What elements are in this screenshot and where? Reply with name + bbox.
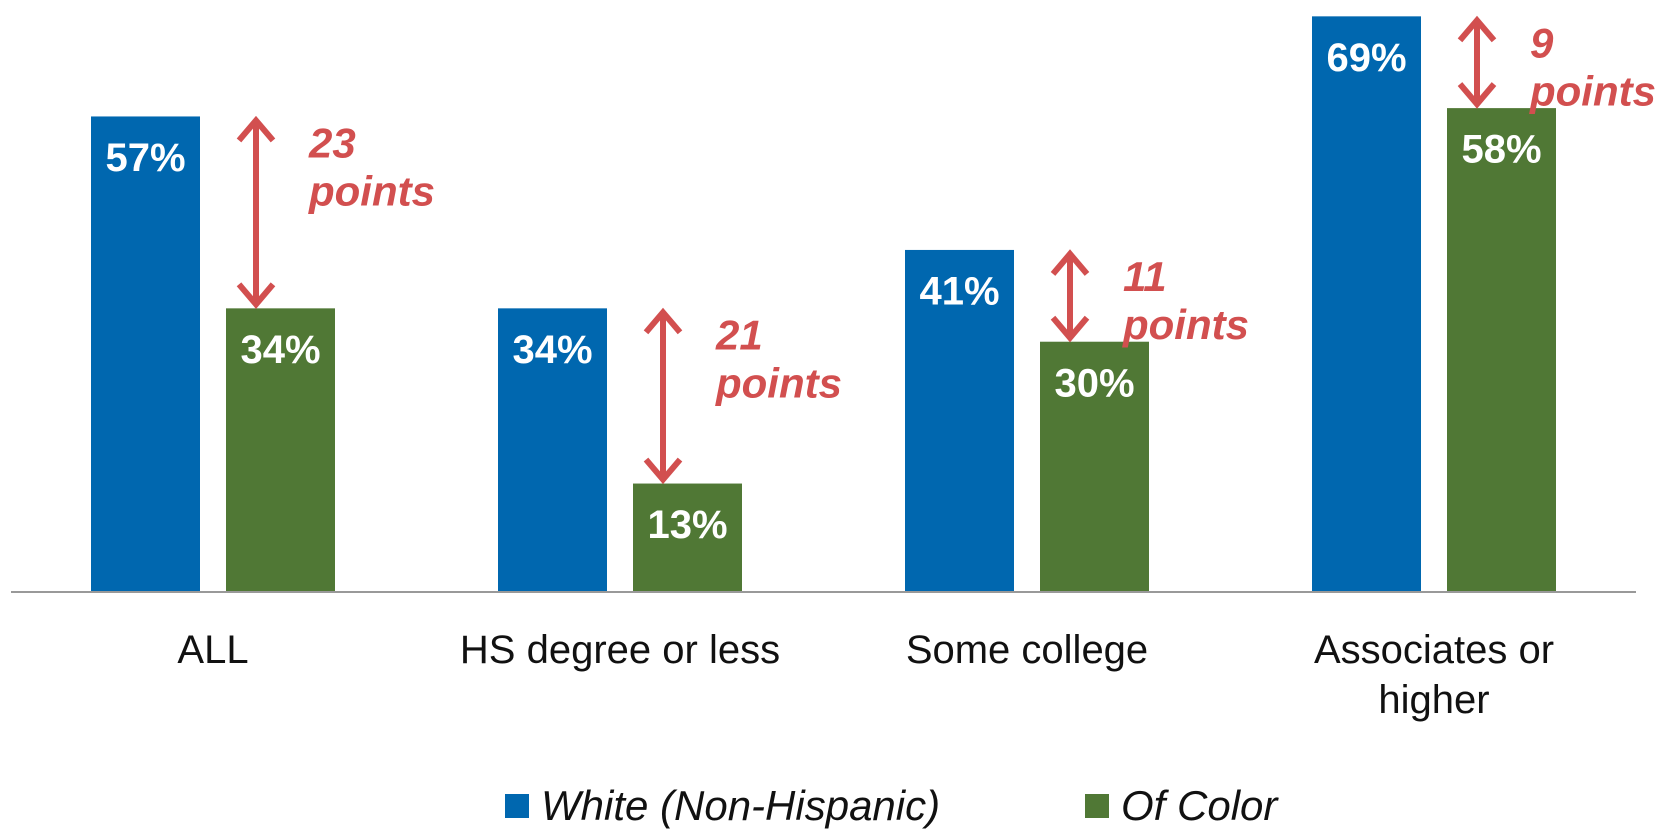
data-label: 13% xyxy=(647,503,727,547)
arrow-head xyxy=(1457,82,1497,109)
data-label: 34% xyxy=(512,328,592,372)
legend-swatch xyxy=(505,794,529,818)
data-label: 57% xyxy=(105,136,185,180)
data-label: 30% xyxy=(1054,361,1134,405)
legend-swatch xyxy=(1085,794,1109,818)
arrow-head xyxy=(643,457,683,485)
gap-arrow xyxy=(1050,249,1090,343)
bar xyxy=(226,308,335,592)
x-tick-label: ALL xyxy=(177,628,249,672)
legend-item: Of Color xyxy=(1085,782,1277,830)
arrow-head xyxy=(643,307,683,335)
data-label: 41% xyxy=(919,270,999,314)
data-label: 69% xyxy=(1326,36,1406,80)
arrow-head xyxy=(236,282,276,309)
data-label: 34% xyxy=(240,328,320,372)
arrow-head xyxy=(236,115,276,143)
bar xyxy=(91,116,200,592)
bar xyxy=(498,308,607,592)
gap-arrow xyxy=(643,307,683,485)
bar xyxy=(1447,108,1556,592)
annotation-label: points xyxy=(1529,67,1656,114)
bar xyxy=(1312,16,1421,593)
gap-arrow xyxy=(1457,15,1497,109)
arrow-head xyxy=(1457,15,1497,43)
annotation-label: points xyxy=(715,359,842,406)
annotation-label: points xyxy=(308,168,435,215)
annotation-value: 21 xyxy=(715,311,763,358)
x-tick-label: HS degree or less xyxy=(459,628,781,672)
bar xyxy=(905,249,1014,592)
annotation-value: 11 xyxy=(1123,253,1167,300)
x-tick-label: Associates or higher xyxy=(1313,628,1555,722)
legend-label: Of Color xyxy=(1121,782,1278,829)
gap-arrow xyxy=(236,115,276,309)
bar xyxy=(633,483,742,592)
data-label: 58% xyxy=(1461,128,1541,172)
arrow-head xyxy=(1050,249,1090,276)
annotation-value: 23 xyxy=(308,120,356,167)
annotation-label: points xyxy=(1122,301,1249,348)
bar xyxy=(1040,341,1149,592)
x-tick-label: Some college xyxy=(905,628,1149,672)
arrow-head xyxy=(1050,315,1090,343)
legend-item: White (Non-Hispanic) xyxy=(505,782,940,830)
legend-label: White (Non-Hispanic) xyxy=(541,782,941,829)
annotation-value: 9 xyxy=(1530,19,1554,66)
